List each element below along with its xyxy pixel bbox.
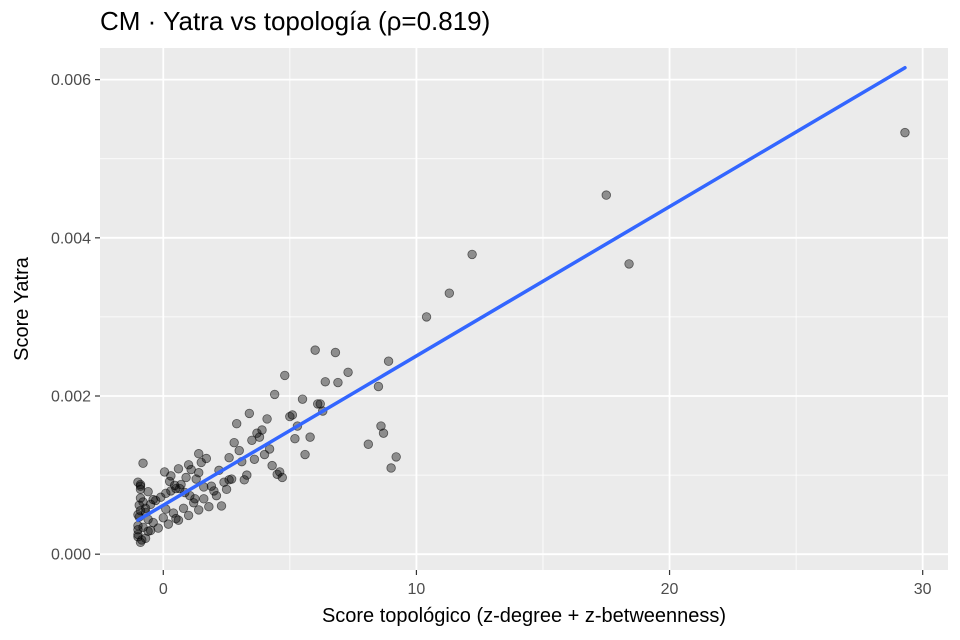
data-point xyxy=(190,494,200,504)
grid-layer xyxy=(100,48,948,570)
data-point xyxy=(287,410,298,420)
data-point xyxy=(343,367,353,377)
data-point xyxy=(601,190,611,200)
x-tick-label: 30 xyxy=(914,581,932,598)
axis-layer: 0 10 20 30 0.000 0.002 0.004 0.006 xyxy=(51,72,932,598)
data-point xyxy=(194,468,204,478)
data-point xyxy=(168,508,179,518)
data-point xyxy=(272,469,282,480)
data-point xyxy=(224,475,234,485)
data-point xyxy=(378,428,389,438)
data-point xyxy=(277,472,287,483)
data-point xyxy=(386,463,396,473)
data-point xyxy=(145,525,156,536)
data-point xyxy=(333,377,343,388)
data-point xyxy=(173,515,184,525)
data-point xyxy=(320,377,330,387)
data-point xyxy=(133,521,143,531)
data-point xyxy=(267,460,277,471)
data-point xyxy=(199,494,209,504)
data-point xyxy=(134,500,144,510)
data-point xyxy=(178,503,189,514)
y-tick-label: 0.006 xyxy=(51,72,91,89)
y-axis-title: Score Yatra xyxy=(11,256,33,361)
x-tick-label: 0 xyxy=(159,581,168,598)
data-point xyxy=(312,399,323,409)
data-point xyxy=(216,501,227,511)
data-point xyxy=(158,513,168,523)
data-point xyxy=(153,523,163,533)
data-point xyxy=(206,481,217,491)
data-point xyxy=(234,445,244,456)
data-point xyxy=(221,484,232,495)
data-point xyxy=(269,389,280,400)
data-point xyxy=(194,449,204,459)
data-point xyxy=(262,414,272,424)
data-point xyxy=(171,513,181,524)
fit-line-layer xyxy=(136,66,907,522)
data-point xyxy=(211,490,222,501)
data-point xyxy=(249,454,260,464)
chart-title: CM · Yatra vs topología (ρ=0.819) xyxy=(100,6,491,36)
data-point xyxy=(183,460,194,470)
data-point xyxy=(135,493,146,503)
data-point xyxy=(242,470,252,480)
y-tick-label: 0.000 xyxy=(51,547,91,564)
data-point xyxy=(138,458,148,468)
data-point xyxy=(231,418,242,429)
data-point xyxy=(467,249,477,260)
y-tick-label: 0.004 xyxy=(51,230,91,247)
data-point xyxy=(173,464,184,474)
data-point xyxy=(133,532,143,542)
data-point xyxy=(163,519,174,529)
data-point xyxy=(290,434,300,444)
data-point xyxy=(363,439,374,449)
data-point xyxy=(330,347,341,358)
data-point xyxy=(194,505,204,515)
data-point xyxy=(148,494,158,505)
data-point xyxy=(143,487,153,497)
data-point xyxy=(305,432,315,442)
data-point xyxy=(280,370,290,381)
x-axis-title: Score topológico (z-degree + z-betweenne… xyxy=(322,605,726,627)
data-point xyxy=(204,502,214,512)
data-point xyxy=(239,475,249,485)
data-point xyxy=(196,457,206,468)
data-point xyxy=(257,425,267,435)
data-point xyxy=(444,288,455,298)
data-point xyxy=(181,472,191,483)
data-point xyxy=(159,467,170,477)
data-point xyxy=(209,486,219,496)
data-point xyxy=(297,394,308,404)
regression-line xyxy=(136,66,907,522)
data-point xyxy=(285,411,295,422)
data-point xyxy=(310,345,320,355)
data-point xyxy=(133,477,143,487)
data-point xyxy=(383,356,394,366)
data-point xyxy=(391,452,401,462)
data-point xyxy=(229,437,239,448)
data-point xyxy=(373,381,384,392)
data-point xyxy=(624,259,634,269)
x-tick-label: 10 xyxy=(408,581,426,598)
data-point xyxy=(219,477,229,487)
data-point xyxy=(254,432,265,442)
x-tick-label: 20 xyxy=(661,581,679,598)
data-point xyxy=(156,492,166,502)
data-point xyxy=(224,452,234,463)
data-point xyxy=(183,510,194,521)
data-point xyxy=(376,421,386,431)
data-point xyxy=(169,480,180,491)
data-point xyxy=(259,449,270,460)
data-point xyxy=(135,537,146,548)
data-point xyxy=(421,312,432,322)
data-point xyxy=(315,399,325,409)
y-tick-label: 0.002 xyxy=(51,389,91,406)
data-point xyxy=(300,449,310,460)
data-point xyxy=(900,127,910,138)
data-point xyxy=(244,408,255,419)
